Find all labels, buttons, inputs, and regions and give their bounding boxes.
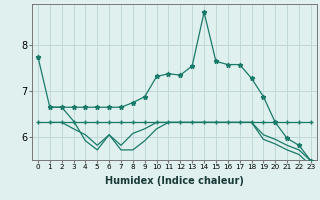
X-axis label: Humidex (Indice chaleur): Humidex (Indice chaleur) <box>105 176 244 186</box>
